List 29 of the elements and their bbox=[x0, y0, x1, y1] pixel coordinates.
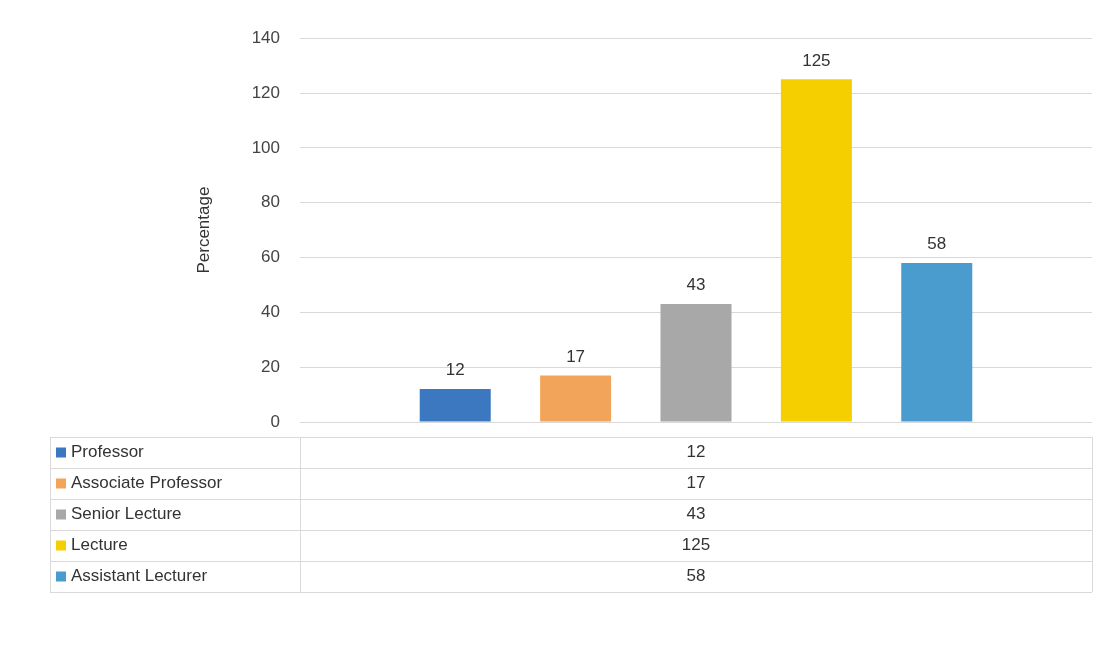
y-tick-label: 60 bbox=[261, 247, 280, 267]
y-axis-title: Percentage bbox=[193, 186, 213, 274]
text: 43 bbox=[686, 504, 706, 524]
bar bbox=[419, 389, 491, 422]
text: 12 bbox=[686, 442, 706, 462]
text: 17 bbox=[686, 473, 706, 493]
legend-label: Associate Professor bbox=[71, 473, 223, 493]
data-label: 12 bbox=[445, 360, 465, 380]
text: 125 bbox=[681, 535, 711, 555]
y-tick-label: 40 bbox=[261, 302, 280, 322]
bar bbox=[660, 304, 732, 422]
y-tick-label: 120 bbox=[251, 82, 280, 102]
y-tick-label: 100 bbox=[251, 137, 280, 157]
legend-label: Assistant Lecturer bbox=[71, 566, 208, 586]
legend-label: Lecture bbox=[71, 535, 128, 555]
data-label: 58 bbox=[927, 234, 947, 254]
legend-label: Senior Lecture bbox=[71, 504, 182, 524]
y-tick-label: 20 bbox=[261, 356, 280, 376]
bar bbox=[780, 79, 852, 422]
legend-label: Professor bbox=[71, 442, 145, 462]
y-tick-label: 140 bbox=[251, 27, 280, 47]
data-label: 125 bbox=[802, 50, 831, 70]
text: 58 bbox=[686, 566, 706, 586]
data-label: 17 bbox=[566, 346, 586, 366]
y-tick-label: 0 bbox=[270, 411, 280, 431]
data-label: 43 bbox=[686, 275, 706, 295]
y-tick-label: 80 bbox=[261, 192, 280, 212]
bar bbox=[540, 375, 612, 422]
bar bbox=[901, 263, 973, 422]
